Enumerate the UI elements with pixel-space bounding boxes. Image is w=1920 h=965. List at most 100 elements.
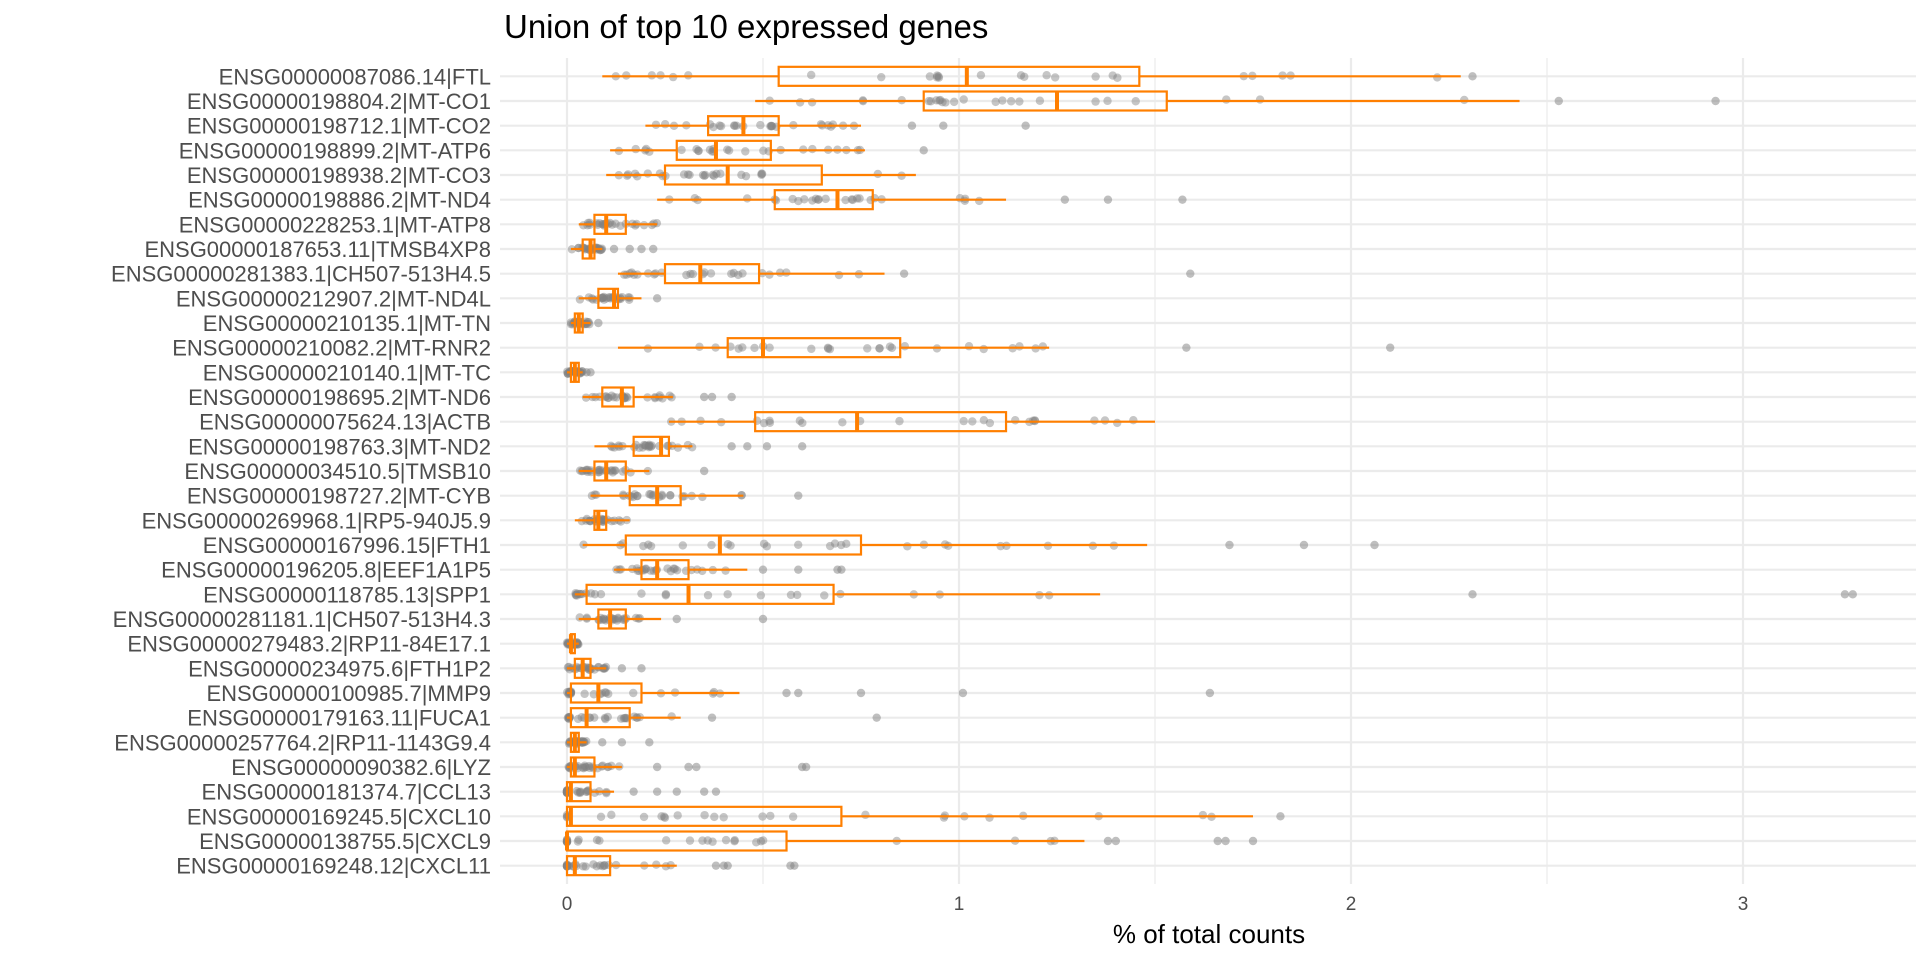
data-point: [723, 145, 732, 154]
data-point: [848, 195, 857, 205]
data-point: [604, 393, 613, 403]
data-point: [658, 394, 667, 403]
data-point: [698, 170, 708, 180]
box: [726, 337, 902, 359]
data-point: [924, 96, 934, 106]
data-point: [726, 541, 735, 550]
data-point: [903, 542, 912, 551]
data-point: [620, 713, 630, 723]
outlier-point: [649, 244, 658, 254]
box: [922, 90, 1168, 112]
data-point: [586, 589, 596, 598]
outlier-point: [1299, 540, 1309, 550]
y-tick-label: ENSG00000100985.7|MMP9: [206, 681, 491, 706]
data-point: [807, 98, 817, 107]
data-point: [814, 195, 823, 204]
outlier-point: [652, 787, 662, 796]
y-tick-label: ENSG00000198899.2|MT-ATP6: [179, 138, 491, 163]
data-point: [708, 170, 718, 179]
data-point: [582, 244, 591, 253]
data-point: [716, 121, 726, 131]
data-point: [592, 835, 602, 845]
data-point: [612, 616, 622, 625]
data-point: [647, 441, 656, 450]
data-point: [842, 539, 851, 549]
data-point: [757, 169, 767, 178]
data-point: [607, 391, 616, 400]
data-point: [598, 615, 607, 624]
data-point: [603, 393, 613, 403]
data-point: [594, 662, 603, 672]
data-point: [709, 122, 718, 132]
outlier-point: [1468, 72, 1477, 81]
outlier-point: [958, 688, 968, 698]
outlier-point: [794, 565, 803, 574]
data-point: [727, 269, 736, 278]
data-point: [657, 812, 666, 821]
y-tick-label: ENSG00000228253.1|MT-ATP8: [179, 212, 491, 237]
box: [597, 287, 620, 309]
y-tick-label: ENSG00000198886.2|MT-ND4: [188, 188, 491, 213]
data-point: [715, 121, 724, 130]
x-axis-label: % of total counts: [1113, 919, 1305, 949]
data-point: [730, 121, 739, 130]
data-point: [743, 194, 752, 203]
data-point: [1050, 73, 1060, 82]
data-point: [579, 763, 588, 773]
outlier-point: [1554, 96, 1563, 106]
data-point: [766, 122, 775, 131]
outlier-point: [1225, 540, 1234, 550]
data-point: [581, 787, 591, 797]
y-tick-label: ENSG00000279483.2|RP11-84E17.1: [127, 632, 491, 657]
data-point: [932, 71, 942, 80]
outlier-point: [617, 664, 627, 673]
data-point: [660, 120, 670, 129]
y-tick-label: ENSG00000198804.2|MT-CO1: [187, 89, 491, 114]
y-tick-label: ENSG00000034510.5|TMSB10: [184, 459, 491, 484]
outlier-point: [700, 787, 709, 796]
data-point: [645, 490, 654, 499]
data-point: [641, 441, 650, 450]
data-point: [665, 391, 674, 400]
data-point: [663, 564, 672, 573]
data-point: [1100, 416, 1110, 425]
data-point: [607, 220, 617, 229]
data-point: [581, 762, 591, 772]
data-point: [621, 713, 631, 723]
data-point: [612, 393, 621, 402]
data-point: [595, 219, 604, 228]
data-point: [721, 835, 731, 845]
x-axis-ticks: 0 1 2 3: [562, 894, 1749, 915]
outlier-point: [652, 762, 662, 772]
data-point: [644, 540, 653, 549]
data-point: [592, 862, 601, 871]
data-point: [1255, 95, 1265, 104]
y-tick-label: ENSG00000198727.2|MT-CYB: [187, 484, 491, 509]
box: [624, 534, 863, 556]
data-point: [765, 416, 774, 425]
data-point: [798, 418, 807, 428]
data-point: [885, 342, 895, 351]
data-point: [710, 812, 719, 822]
data-point: [657, 490, 667, 500]
data-point: [975, 196, 984, 206]
data-point: [759, 418, 769, 428]
data-point: [738, 343, 747, 352]
outlier-point: [598, 738, 607, 747]
data-point: [837, 540, 846, 550]
grid-layer: [500, 58, 1916, 884]
data-point: [877, 72, 886, 82]
outlier-point: [856, 688, 866, 698]
data-point: [594, 466, 604, 475]
data-point: [639, 440, 649, 450]
box: [565, 781, 592, 803]
data-point: [700, 810, 709, 820]
outlier-point: [794, 688, 803, 698]
data-point: [706, 269, 716, 278]
data-point: [577, 713, 586, 722]
data-point: [701, 170, 710, 180]
data-point: [698, 492, 707, 502]
box: [593, 213, 627, 235]
data-point: [600, 861, 609, 870]
